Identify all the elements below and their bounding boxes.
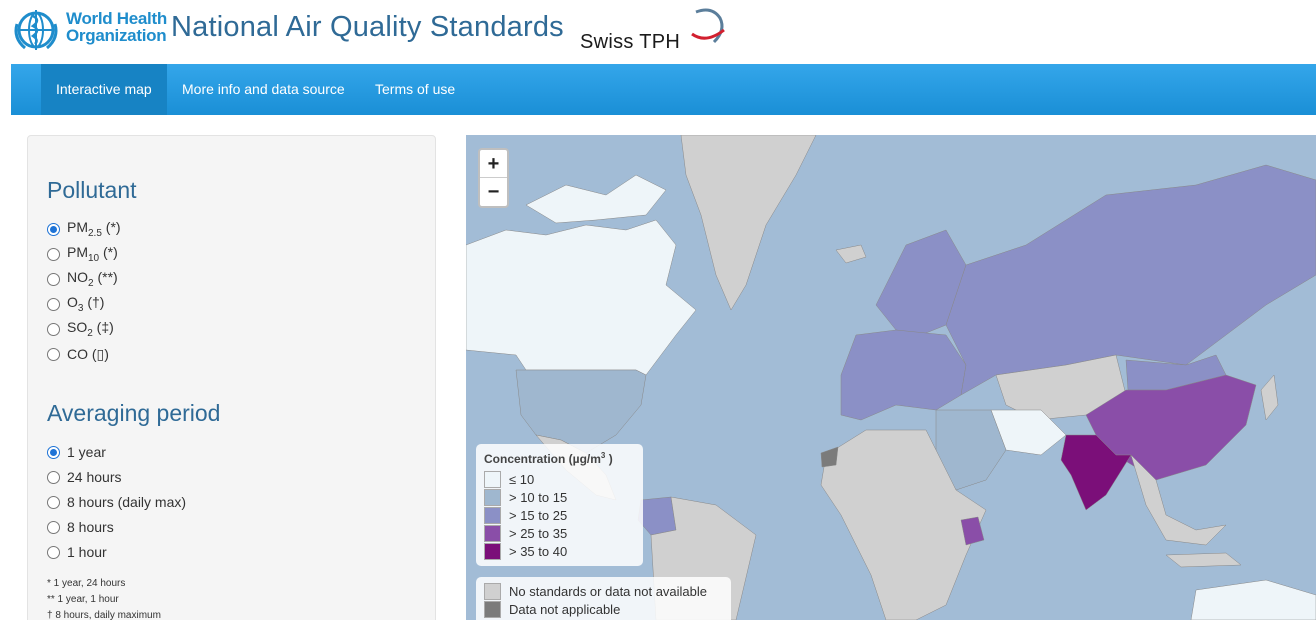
radio-period-24-hours[interactable]: 24 hours <box>47 467 121 487</box>
region-europe[interactable] <box>840 329 967 421</box>
radio-label: PM10 (*) <box>67 244 118 264</box>
region-western-sahara[interactable] <box>820 446 839 468</box>
region-iceland[interactable] <box>835 244 867 264</box>
radio-label: NO2 (**) <box>67 269 118 289</box>
averaging-period-heading: Averaging period <box>47 400 221 426</box>
who-emblem-icon <box>14 10 58 50</box>
radio-label: CO (▯) <box>67 345 109 362</box>
radio-pollutant-so2[interactable]: SO2 (‡) <box>47 319 114 339</box>
legend-item: Data not applicable <box>484 600 723 618</box>
radio-button[interactable] <box>47 520 60 534</box>
footnote: * 1 year, 24 hours <box>47 578 126 589</box>
controls-panel: Pollutant PM2.5 (*) PM10 (*) NO2 (**) O3… <box>27 135 436 620</box>
radio-button[interactable] <box>47 322 60 336</box>
who-wordmark: World Health Organization <box>66 10 167 44</box>
radio-label: PM2.5 (*) <box>67 219 121 239</box>
region-southeast-asia[interactable] <box>1130 454 1227 546</box>
legend-item: ≤ 10 <box>484 470 635 488</box>
legend-title: Concentration (µg/m3 ) <box>484 451 613 466</box>
region-north-america-north[interactable] <box>466 219 697 376</box>
main-navbar: Interactive map More info and data sourc… <box>11 64 1316 115</box>
region-russia[interactable] <box>945 164 1316 396</box>
zoom-in-button[interactable]: + <box>480 150 507 178</box>
legend-swatch <box>484 488 501 506</box>
legend-swatch <box>484 600 501 618</box>
radio-period-8-hours[interactable]: 8 hours <box>47 517 114 537</box>
radio-label: 8 hours (daily max) <box>67 494 187 510</box>
radio-button[interactable] <box>47 495 60 509</box>
legend-swatch <box>484 506 501 524</box>
region-indonesia[interactable] <box>1165 552 1242 568</box>
availability-legend: No standards or data not available Data … <box>476 577 731 620</box>
radio-period-1-year[interactable]: 1 year <box>47 442 106 462</box>
legend-item: > 35 to 40 <box>484 542 635 560</box>
page-title: National Air Quality Standards <box>171 11 564 43</box>
legend-item: > 25 to 35 <box>484 524 635 542</box>
radio-label: 24 hours <box>67 469 122 485</box>
region-india[interactable] <box>1060 434 1132 511</box>
legend-swatch <box>484 582 501 600</box>
legend-swatch <box>484 542 501 560</box>
radio-label: SO2 (‡) <box>67 319 114 339</box>
map-canvas[interactable] <box>466 135 1316 620</box>
radio-button[interactable] <box>47 222 60 236</box>
radio-button[interactable] <box>47 545 60 559</box>
radio-button[interactable] <box>47 445 60 459</box>
radio-pollutant-co[interactable]: CO (▯) <box>47 344 109 364</box>
radio-period-8-hours-daily-max[interactable]: 8 hours (daily max) <box>47 492 186 512</box>
header: World Health Organization National Air Q… <box>0 0 1316 64</box>
swiss-tph-logo-icon <box>691 8 725 44</box>
region-australia[interactable] <box>1190 579 1316 620</box>
legend-swatch <box>484 470 501 488</box>
region-greenland[interactable] <box>680 135 817 311</box>
region-japan[interactable] <box>1260 374 1279 421</box>
tab-interactive-map[interactable]: Interactive map <box>41 64 167 115</box>
region-usa[interactable] <box>515 369 647 454</box>
radio-button[interactable] <box>47 272 60 286</box>
footnote: ** 1 year, 1 hour <box>47 594 119 605</box>
legend-item: No standards or data not available <box>484 582 723 600</box>
radio-label: 8 hours <box>67 519 114 535</box>
region-colombia[interactable] <box>637 496 677 536</box>
region-kenya[interactable] <box>960 516 985 546</box>
radio-button[interactable] <box>47 247 60 261</box>
zoom-control: + − <box>478 148 509 208</box>
radio-label: 1 hour <box>67 544 107 560</box>
radio-button[interactable] <box>47 347 60 361</box>
tab-more-info[interactable]: More info and data source <box>182 81 345 97</box>
zoom-out-button[interactable]: − <box>487 181 500 203</box>
tab-terms-of-use[interactable]: Terms of use <box>375 81 456 97</box>
radio-label: 1 year <box>67 444 106 460</box>
legend-swatch <box>484 524 501 542</box>
radio-button[interactable] <box>47 297 60 311</box>
org-line-1: World Health <box>66 9 167 28</box>
legend-item: > 10 to 15 <box>484 488 635 506</box>
org-line-2: Organization <box>66 26 167 45</box>
radio-button[interactable] <box>47 470 60 484</box>
radio-pollutant-no2[interactable]: NO2 (**) <box>47 269 118 289</box>
concentration-legend: Concentration (µg/m3 ) ≤ 10 > 10 to 15 >… <box>476 444 643 566</box>
legend-item: > 15 to 25 <box>484 506 635 524</box>
pollutant-heading: Pollutant <box>47 177 137 203</box>
partner-wordmark: Swiss TPH <box>580 31 681 53</box>
radio-label: O3 (†) <box>67 294 105 314</box>
footnote: † 8 hours, daily maximum <box>47 610 161 620</box>
radio-pollutant-pm25[interactable]: PM2.5 (*) <box>47 219 121 239</box>
radio-period-1-hour[interactable]: 1 hour <box>47 542 107 562</box>
region-arctic-islands[interactable] <box>525 174 667 224</box>
radio-pollutant-pm10[interactable]: PM10 (*) <box>47 244 118 264</box>
region-africa[interactable] <box>820 429 987 620</box>
radio-pollutant-o3[interactable]: O3 (†) <box>47 294 104 314</box>
